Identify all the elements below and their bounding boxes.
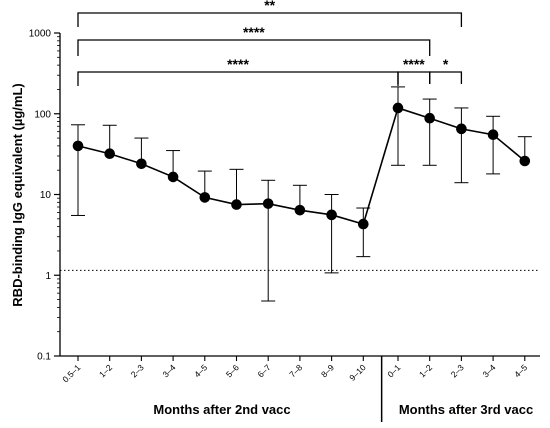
data-point — [424, 112, 436, 124]
chart-marks — [71, 86, 532, 302]
x-tick-label: 4–5 — [192, 362, 209, 379]
y-tick-label: 1 — [45, 271, 51, 282]
significance-bracket — [429, 71, 463, 84]
x-tick-label: 3–4 — [160, 362, 177, 379]
x-tick-label: 6–7 — [256, 362, 273, 379]
group-label-3rd-vacc: Months after 3rd vacc — [399, 402, 533, 417]
data-point — [231, 199, 242, 210]
data-point — [456, 123, 467, 135]
data-point — [358, 218, 369, 230]
significance-label: * — [443, 56, 449, 72]
significance-bracket — [77, 71, 399, 86]
data-point — [326, 209, 337, 221]
x-tick-label: 5–6 — [224, 362, 241, 379]
data-point — [487, 129, 499, 141]
significance-brackets: ********** **** * — [77, 0, 463, 86]
data-point — [294, 204, 306, 216]
y-tick-label: 1000 — [29, 29, 52, 40]
x-tick-label: 7–8 — [287, 362, 304, 379]
group-label-2nd-vacc: Months after 2nd vacc — [153, 402, 290, 417]
y-tick-label: 0.1 — [37, 352, 51, 363]
significance-label: **** — [243, 24, 265, 40]
x-tick-label: 8–9 — [319, 362, 336, 379]
data-point — [392, 102, 404, 114]
data-point — [199, 192, 211, 203]
data-point — [167, 171, 179, 183]
x-tick-label: 2–3 — [129, 362, 146, 379]
significance-label: **** — [227, 56, 249, 72]
y-axis-label: RBD-binding IgG equivalent (µg/mL) — [10, 83, 25, 306]
data-point — [262, 198, 274, 209]
chart-axes: 0.1 1 10 100 1000 0.5–1 1–2 2–3 3–4 4–5 5–6 6–7 7–8 8… — [29, 29, 540, 422]
data-point — [72, 140, 84, 152]
significance-label: **** — [403, 56, 425, 72]
x-tick-label: 2–3 — [449, 362, 466, 379]
x-tick-label: 0.5–1 — [60, 362, 82, 384]
y-tick-label: 100 — [34, 109, 51, 120]
x-tick-label: 1–2 — [417, 362, 434, 379]
x-tick-label: 4–5 — [512, 362, 529, 379]
significance-bracket — [397, 71, 431, 84]
significance-bracket — [77, 39, 431, 56]
significance-bracket — [77, 12, 463, 27]
y-tick-label: 10 — [40, 190, 52, 201]
x-tick-label: 3–4 — [480, 362, 497, 379]
x-tick-label: 1–2 — [97, 362, 114, 379]
x-tick-label: 9–10 — [347, 362, 368, 383]
x-tick-label: 0–1 — [385, 362, 402, 379]
data-point — [136, 158, 147, 170]
significance-label: ** — [264, 0, 275, 13]
data-point — [519, 155, 531, 167]
data-point — [104, 148, 115, 160]
